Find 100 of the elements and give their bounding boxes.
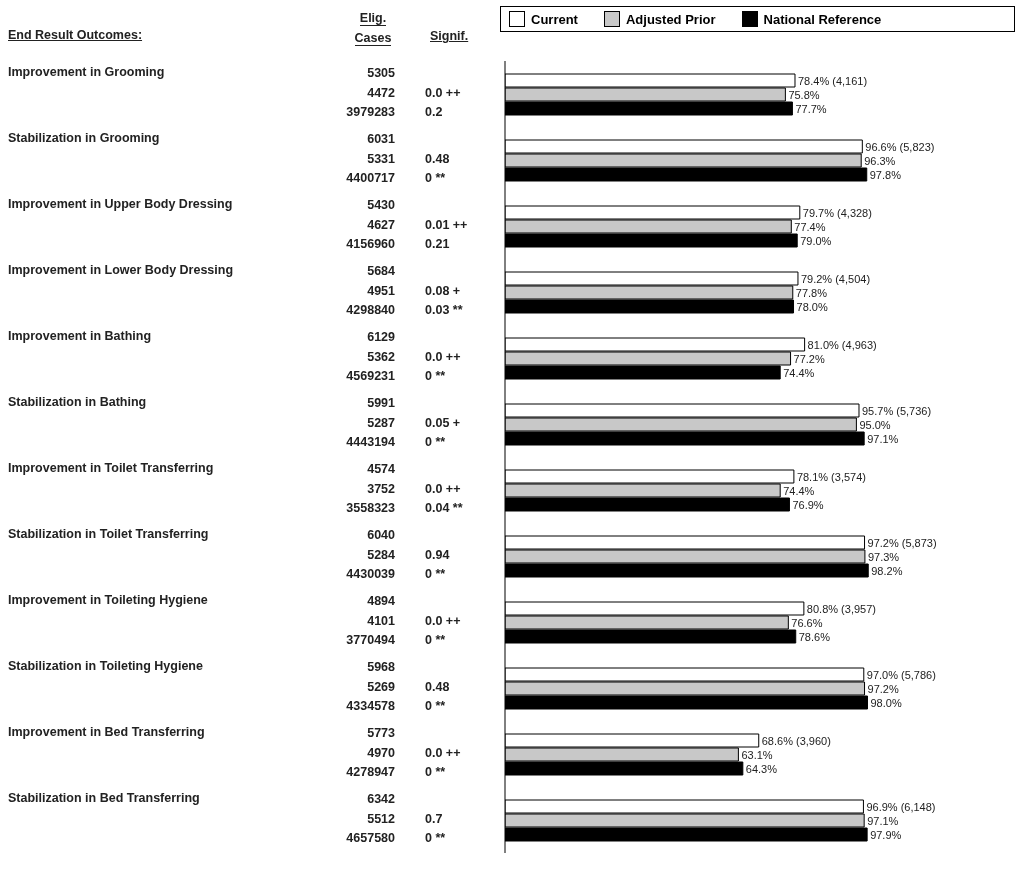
data-label: 81.0% (4,963) [807,338,877,351]
text: 0.0 ++ [425,744,462,761]
text: 4298840 [345,302,395,318]
text: 0 ** [425,434,447,450]
y-tick-label: Improvement in Toileting Hygiene [8,593,208,607]
data-label: 78.0% [796,300,828,313]
text: 4334578 [345,698,395,714]
text: 5284 [366,546,395,563]
data-label: 95.0% [859,418,891,431]
text: 0 ** [425,170,447,186]
y-tick-label: Stabilization in Grooming [8,131,160,145]
text: 5287 [366,414,395,431]
y-tick-label: Stabilization in Bed Transferring [8,791,200,805]
text: 4894 [366,593,395,609]
data-label: 77.7% [795,102,827,115]
data-label: 77.8% [795,286,828,299]
data-label: 97.9% [870,828,902,841]
text: 4574 [366,461,395,477]
text: 4569231 [345,368,395,384]
text: 6129 [366,329,395,345]
text: Signif. [430,28,470,44]
data-label: 77.4% [794,220,826,233]
text: 4430039 [345,566,395,582]
data-label: 79.2% (4,504) [800,272,871,285]
text: 5773 [366,725,395,741]
text: 0.0 ++ [425,480,462,497]
data-label: 97.1% [867,814,899,827]
text: 0.0 ++ [425,612,462,629]
data-label: 95.7% (5,736) [861,404,932,417]
text: 4101 [366,612,395,629]
data-label: 74.4% [783,366,815,379]
y-tick-label: Improvement in Bathing [8,329,152,343]
text: 3979283 [345,104,395,120]
text: 0 ** [425,698,447,714]
data-label: 98.2% [871,564,903,577]
data-label: 74.4% [783,484,815,497]
text: 0.08 + [425,282,462,299]
text: 5684 [366,263,395,279]
data-label: 97.0% (5,786) [866,668,936,681]
text: 0.48 [425,150,451,167]
data-label: 96.3% [864,154,896,167]
text: 5362 [366,348,395,365]
text: 0.05 + [425,414,462,431]
data-label: 63.1% [741,748,773,761]
text: 0.94 [425,546,451,563]
text: 0.04 ** [425,500,464,516]
data-label: 78.1% (3,574) [796,470,866,483]
text: 5430 [366,197,395,213]
legend-label: Current [531,11,578,27]
data-label: 97.8% [869,168,902,181]
data-label: 76.6% [791,616,823,629]
data-label: 79.0% [800,234,832,247]
text: 0.21 [425,236,451,252]
text: 4627 [366,216,395,233]
text: 4278947 [345,764,395,780]
text: 6031 [366,131,395,147]
text: 4400717 [345,170,395,186]
data-label: 68.6% (3,960) [761,734,831,747]
data-label: 77.2% [793,352,825,365]
text: 0.48 [425,678,451,695]
text: 0.7 [425,810,444,827]
text: 5512 [366,810,395,827]
text: 0 ** [425,566,447,582]
text: 0.2 [425,104,444,120]
y-axis-title: End Result Outcomes: [8,28,143,42]
data-label: 78.6% [798,630,831,643]
y-tick-label: Stabilization in Toileting Hygiene [8,659,203,673]
data-label: 96.6% (5,823) [865,140,935,153]
data-label: 76.9% [792,498,824,511]
data-label: 96.9% (6,148) [866,800,936,813]
text: 0.03 ** [425,302,464,318]
data-label: 80.8% (3,957) [806,602,876,615]
text: 0 ** [425,632,447,648]
legend-label: National Reference [763,11,882,27]
data-label: 97.3% [867,550,900,563]
text: 6040 [366,527,395,543]
text: 4472 [366,84,395,101]
y-tick-label: Improvement in Grooming [8,65,165,79]
data-label: 64.3% [745,762,778,775]
text: 5331 [366,150,395,167]
y-tick-label: Improvement in Upper Body Dressing [8,197,233,211]
y-tick-label: Stabilization in Toilet Transferring [8,527,209,541]
data-label: 97.2% (5,873) [867,536,937,549]
text: 0.0 ++ [425,348,462,365]
data-label: 98.0% [870,696,902,709]
text: 5269 [366,678,395,695]
text: 4970 [366,744,395,761]
text: 6342 [366,791,395,807]
data-label: 97.1% [867,432,899,445]
text: 4657580 [345,830,395,846]
text: 3770494 [345,632,395,648]
text: 5305 [366,65,395,81]
data-label: 78.4% (4,161) [798,74,868,87]
text: 3558323 [345,500,395,516]
y-tick-label: Improvement in Lower Body Dressing [8,263,234,277]
text: 4156960 [345,236,395,252]
text: 0.0 ++ [425,84,462,101]
text: 5968 [366,659,395,675]
text: 4443194 [345,434,395,450]
legend-label: Adjusted Prior [625,11,716,27]
